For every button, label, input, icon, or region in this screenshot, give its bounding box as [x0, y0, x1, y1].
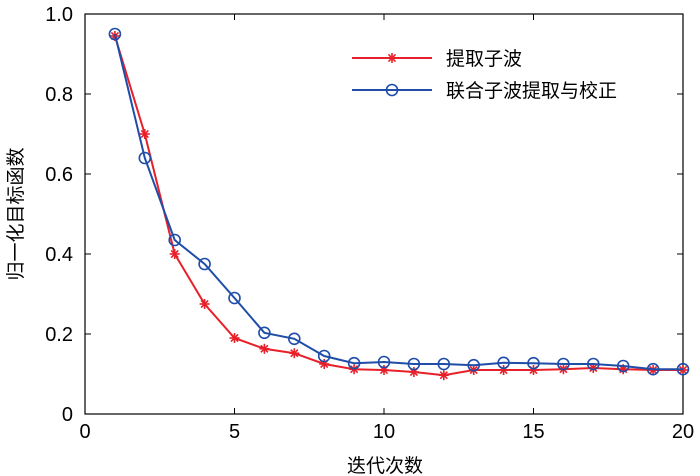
- x-tick-label: 15: [522, 421, 544, 443]
- legend-label-series-1: 提取子波: [446, 48, 522, 70]
- legend-label-series-2: 联合子波提取与校正: [446, 80, 617, 102]
- y-tick-label: 0: [62, 404, 73, 426]
- data-point-series-2: [228, 291, 241, 305]
- data-point-series-2: [616, 359, 630, 373]
- data-point-series-2: [138, 151, 152, 165]
- data-point-series-2: [198, 257, 211, 271]
- data-point-series-2: [497, 356, 510, 370]
- x-axis-title: 迭代次数: [347, 455, 423, 476]
- legend-circle-marker: [385, 83, 399, 97]
- data-point-series-2: [317, 349, 331, 363]
- legend-box: [340, 30, 670, 110]
- data-point-series-2: [557, 357, 570, 371]
- y-tick-label: 0.2: [45, 324, 73, 346]
- x-tick-label: 0: [79, 421, 90, 443]
- data-point-series-2: [467, 358, 481, 372]
- data-point-series-2: [258, 326, 271, 340]
- x-axis: 0 5 10 15 20: [79, 14, 694, 443]
- data-point-series-2: [527, 356, 540, 370]
- data-point-series-2: [108, 27, 122, 41]
- x-tick-label: 5: [229, 421, 240, 443]
- y-tick-label: 1.0: [45, 4, 73, 26]
- data-point-series-1: [259, 343, 270, 354]
- data-point-series-2: [407, 357, 421, 371]
- data-point-series-1: [229, 333, 240, 343]
- data-point-series-2: [347, 356, 361, 370]
- x-tick-label: 20: [672, 421, 694, 443]
- legend-marker-series-2: [385, 83, 399, 97]
- data-point-series-2: [377, 355, 391, 369]
- data-point-series-2: [287, 332, 301, 346]
- data-point-series-2: [646, 362, 660, 376]
- y-axis-title: 归一化目标函数: [5, 147, 27, 280]
- legend: 提取子波 联合子波提取与校正: [340, 30, 670, 110]
- y-tick-label: 0.4: [45, 244, 73, 266]
- legend-marker-series-1: [387, 53, 397, 63]
- data-point-series-2: [168, 233, 181, 247]
- data-point-series-2: [676, 362, 690, 376]
- y-axis: 0 0.2 0.4 0.6 0.8 1.0: [45, 4, 683, 426]
- y-tick-label: 0.8: [45, 84, 73, 106]
- y-tick-label: 0.6: [45, 164, 73, 186]
- x-tick-label: 10: [373, 421, 395, 443]
- data-point-series-1: [438, 370, 449, 381]
- data-point-series-1: [289, 348, 300, 359]
- data-point-series-1: [139, 129, 150, 139]
- data-point-series-2: [437, 357, 451, 371]
- data-point-series-1: [169, 249, 180, 259]
- legend-asterisk-marker: [387, 53, 397, 63]
- data-point-series-1: [199, 299, 210, 309]
- series-layer: [108, 27, 690, 381]
- data-point-series-2: [586, 357, 600, 371]
